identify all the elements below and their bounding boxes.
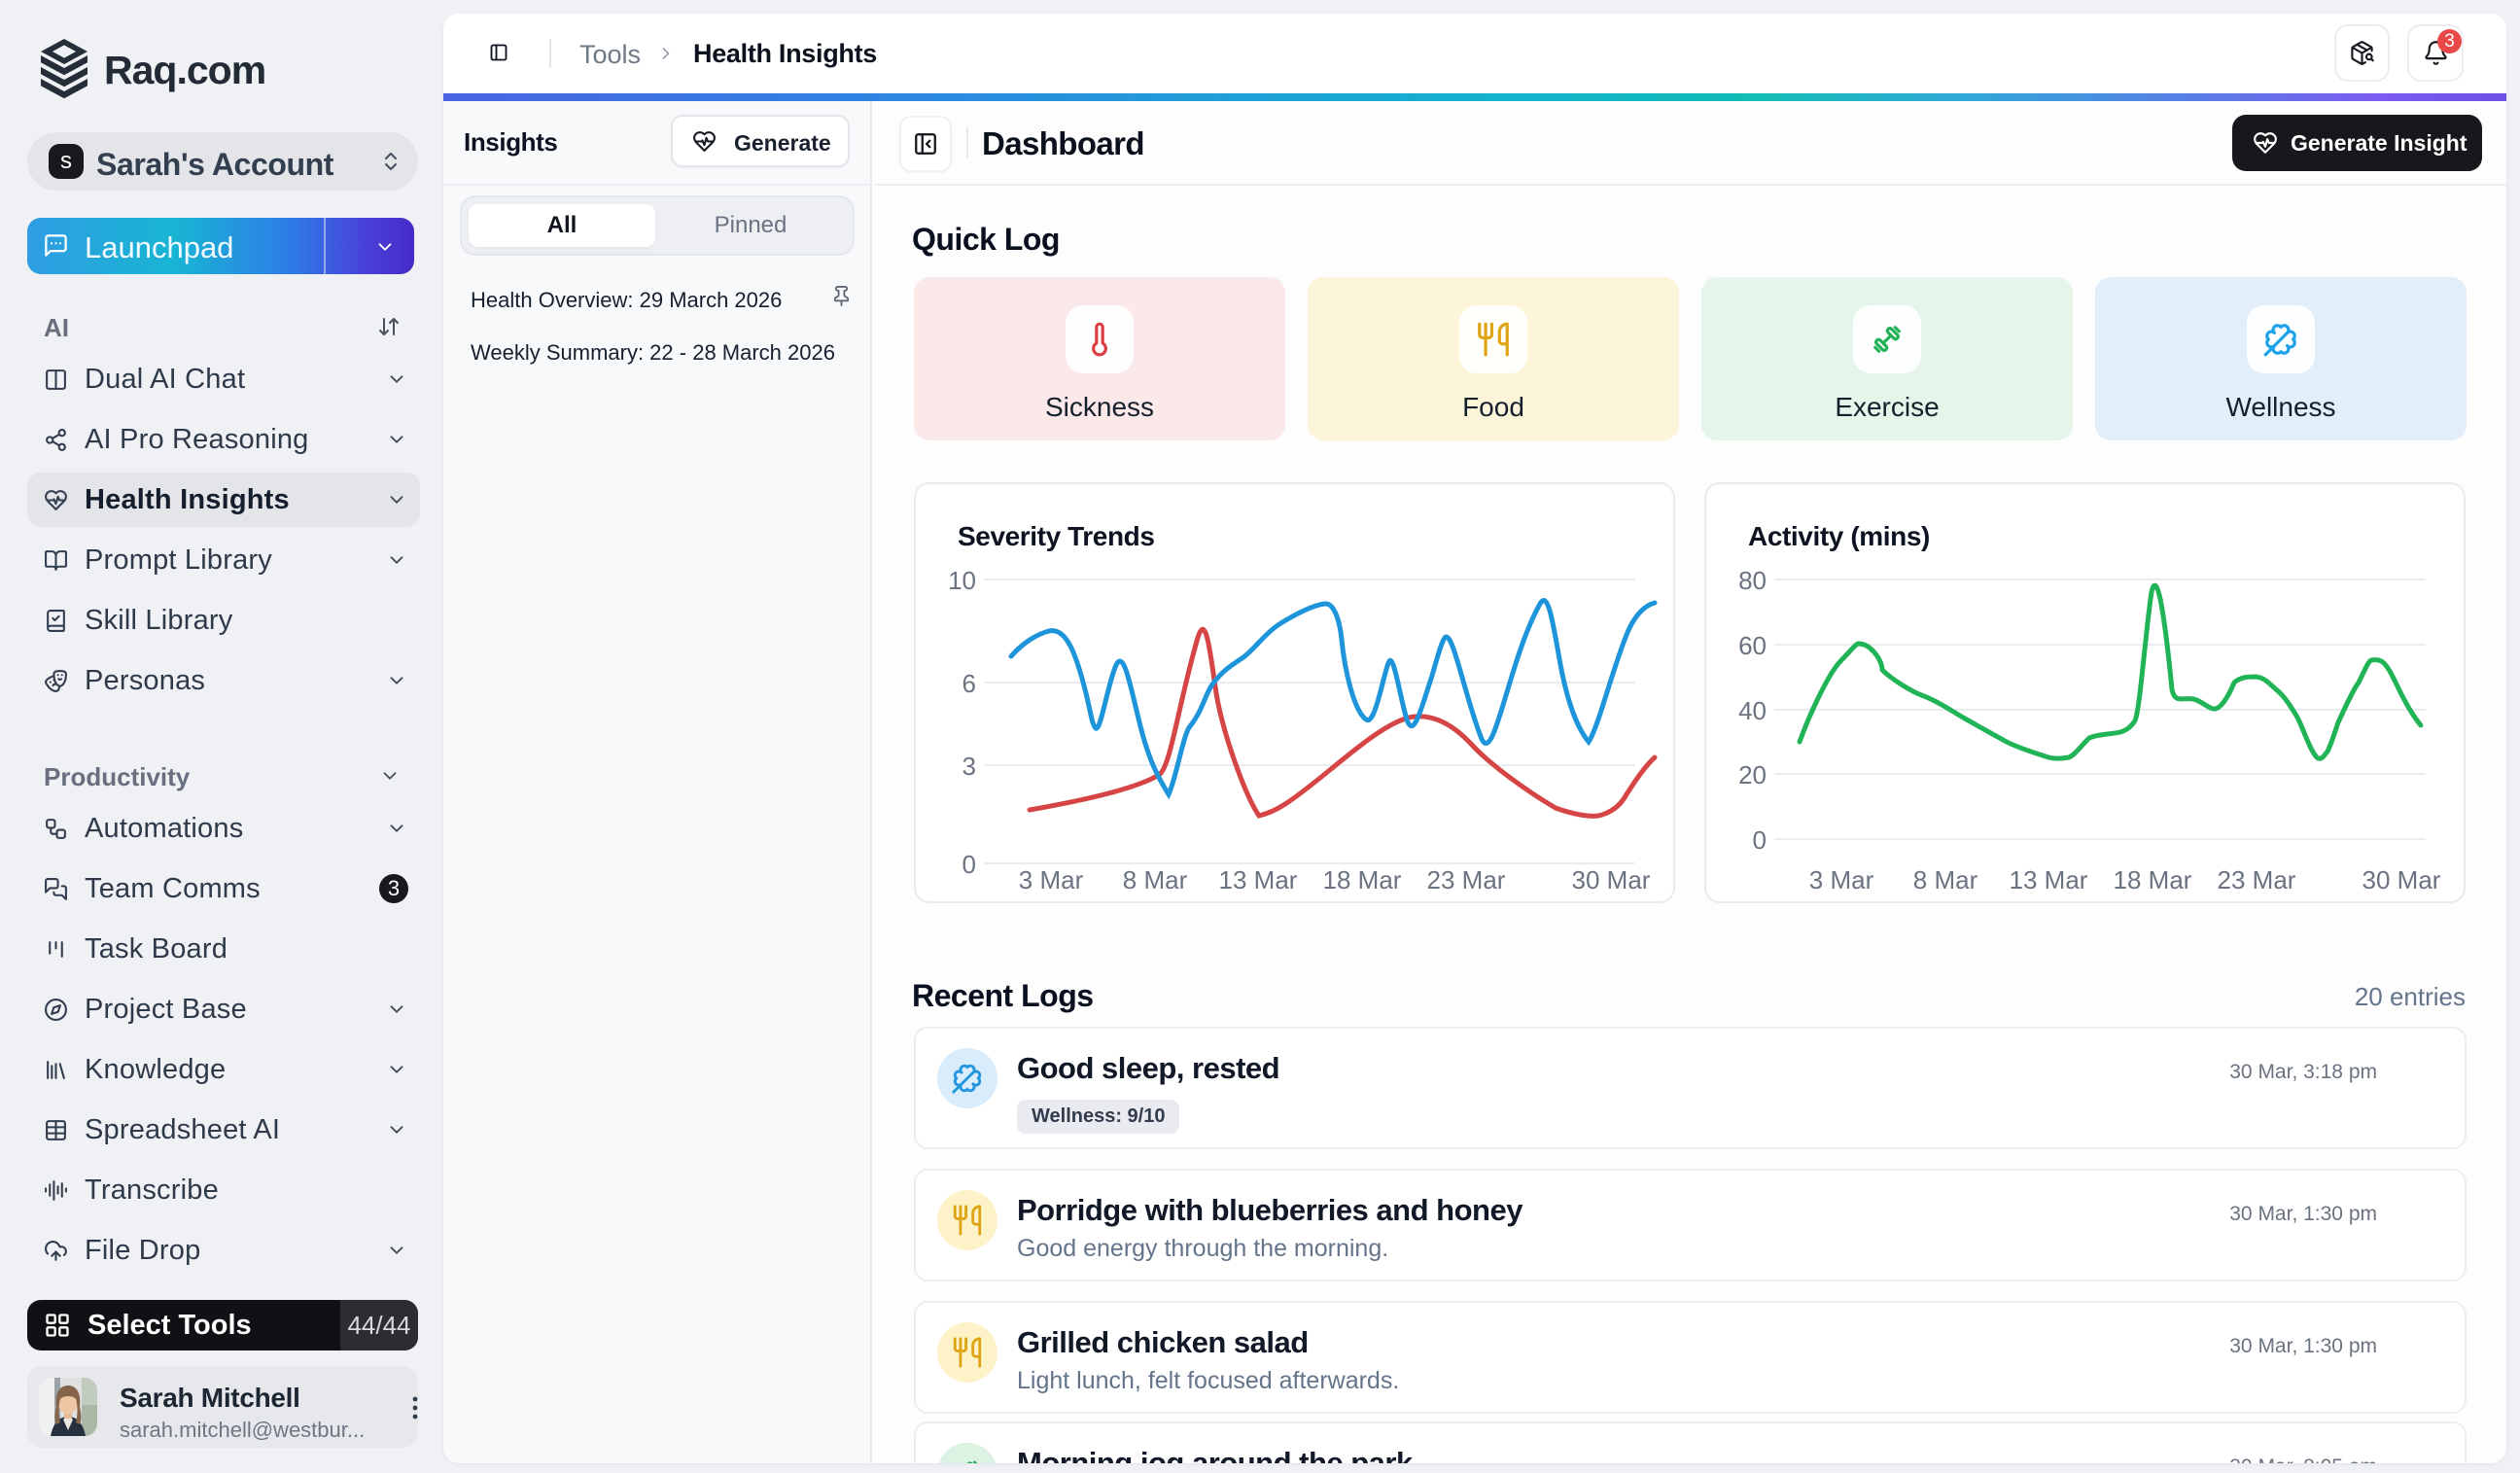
svg-text:10: 10: [948, 566, 976, 595]
svg-text:8 Mar: 8 Mar: [1913, 865, 1978, 894]
svg-text:23 Mar: 23 Mar: [1427, 865, 1506, 894]
svg-text:3 Mar: 3 Mar: [1019, 865, 1084, 894]
svg-text:8 Mar: 8 Mar: [1123, 865, 1188, 894]
svg-text:18 Mar: 18 Mar: [2114, 865, 2192, 894]
svg-text:40: 40: [1738, 696, 1767, 725]
svg-text:3 Mar: 3 Mar: [1809, 865, 1874, 894]
svg-text:30 Mar: 30 Mar: [1572, 865, 1651, 894]
svg-text:20: 20: [1738, 760, 1767, 789]
svg-text:0: 0: [962, 850, 976, 879]
svg-text:80: 80: [1738, 566, 1767, 595]
svg-text:6: 6: [962, 669, 976, 698]
svg-text:3: 3: [962, 752, 976, 781]
svg-text:30 Mar: 30 Mar: [2362, 865, 2441, 894]
svg-text:0: 0: [1753, 825, 1767, 855]
svg-text:23 Mar: 23 Mar: [2218, 865, 2296, 894]
svg-text:13 Mar: 13 Mar: [1219, 865, 1298, 894]
svg-text:60: 60: [1738, 631, 1767, 660]
svg-text:18 Mar: 18 Mar: [1323, 865, 1402, 894]
svg-text:13 Mar: 13 Mar: [2010, 865, 2088, 894]
